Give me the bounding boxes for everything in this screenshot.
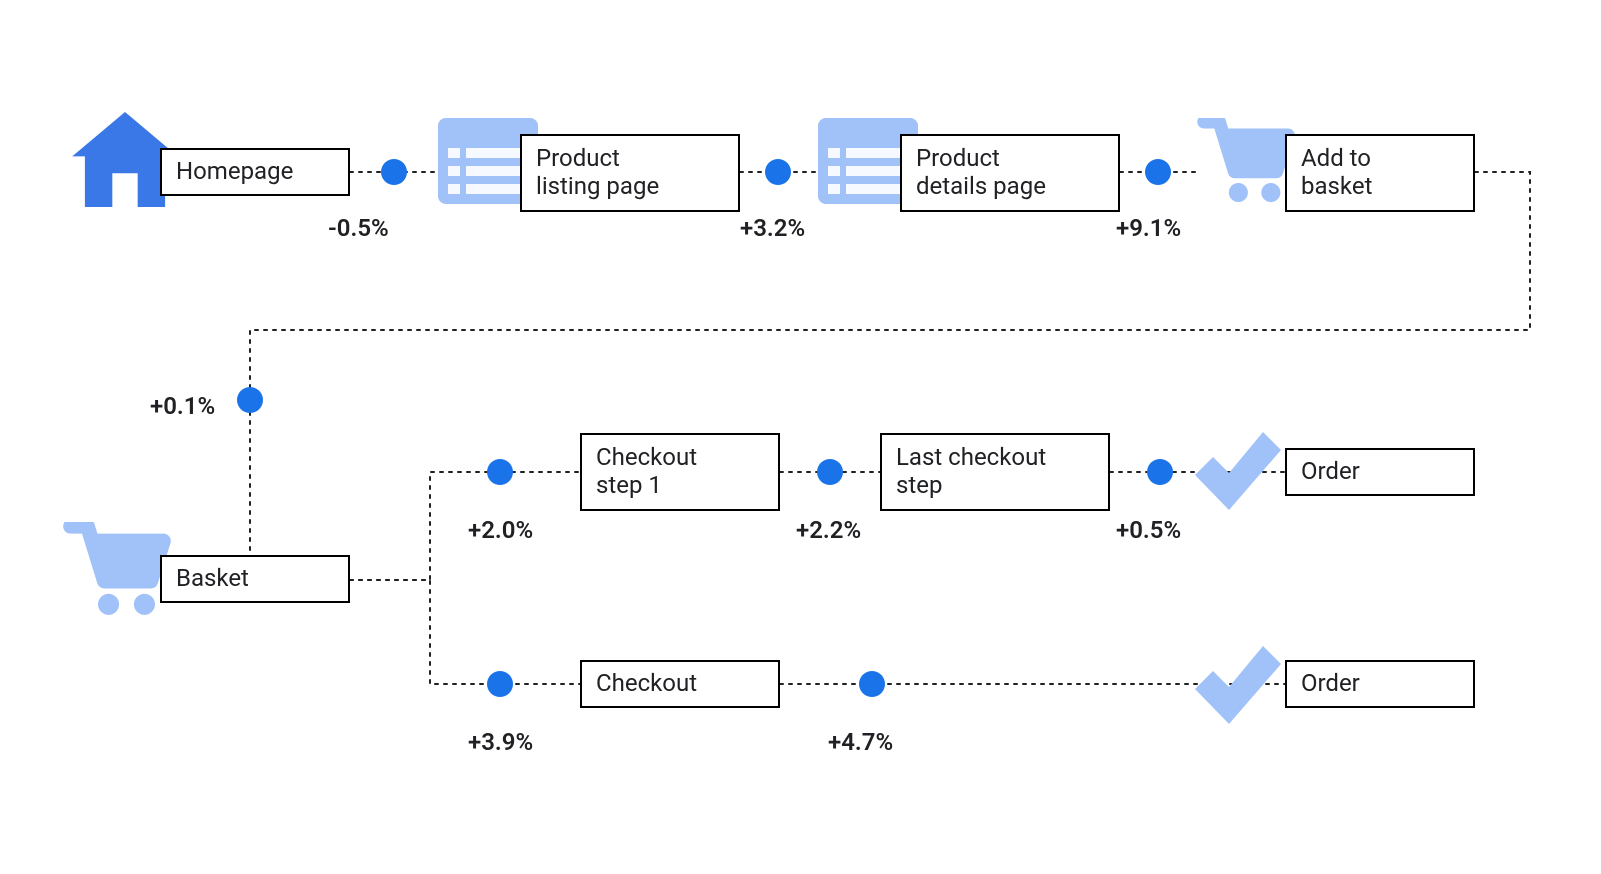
node-add: Add tobasket xyxy=(1285,134,1475,212)
metric-label: -0.5% xyxy=(328,214,389,242)
node-label: Checkout xyxy=(596,670,697,698)
node-homepage: Homepage xyxy=(160,148,350,196)
check-icon xyxy=(1180,634,1290,734)
metric-dot xyxy=(237,387,263,413)
node-pdp: Productdetails page xyxy=(900,134,1120,212)
connector-path xyxy=(350,472,580,580)
metric-dot xyxy=(487,459,513,485)
metric-label: +2.0% xyxy=(468,516,533,544)
node-order2: Order xyxy=(1285,660,1475,708)
metric-label: +2.2% xyxy=(796,516,861,544)
metric-dot xyxy=(765,159,791,185)
metric-dot xyxy=(817,459,843,485)
node-ckN: Last checkoutstep xyxy=(880,433,1110,511)
node-label: Add tobasket xyxy=(1301,145,1372,200)
metric-dot xyxy=(859,671,885,697)
flowchart-canvas: -0.5% +3.2% +9.1% +0.1% +2.0% +2.2% +0.5% +3.9%… xyxy=(0,0,1601,874)
metric-label: +3.9% xyxy=(468,728,533,756)
node-label: Homepage xyxy=(176,158,293,186)
metric-label: +0.1% xyxy=(150,392,215,420)
metric-label: +0.5% xyxy=(1116,516,1181,544)
cart-icon xyxy=(62,522,172,617)
metric-dot xyxy=(381,159,407,185)
node-label: Basket xyxy=(176,565,249,593)
node-basket: Basket xyxy=(160,555,350,603)
node-plp: Productlisting page xyxy=(520,134,740,212)
metric-label: +3.2% xyxy=(740,214,805,242)
metric-label: +4.7% xyxy=(828,728,893,756)
node-ckSingle: Checkout xyxy=(580,660,780,708)
node-label: Order xyxy=(1301,670,1360,698)
metric-dot xyxy=(487,671,513,697)
connector-layer xyxy=(0,0,1601,874)
node-label: Productdetails page xyxy=(916,145,1046,200)
node-label: Order xyxy=(1301,458,1360,486)
metric-dot xyxy=(1145,159,1171,185)
node-label: Checkoutstep 1 xyxy=(596,444,697,499)
node-label: Productlisting page xyxy=(536,145,659,200)
node-ck1: Checkoutstep 1 xyxy=(580,433,780,511)
node-order1: Order xyxy=(1285,448,1475,496)
metric-label: +9.1% xyxy=(1116,214,1181,242)
connector-path xyxy=(350,580,580,684)
metric-dot xyxy=(1147,459,1173,485)
node-label: Last checkoutstep xyxy=(896,444,1046,499)
cart-icon xyxy=(1196,118,1296,204)
check-icon xyxy=(1180,420,1290,520)
